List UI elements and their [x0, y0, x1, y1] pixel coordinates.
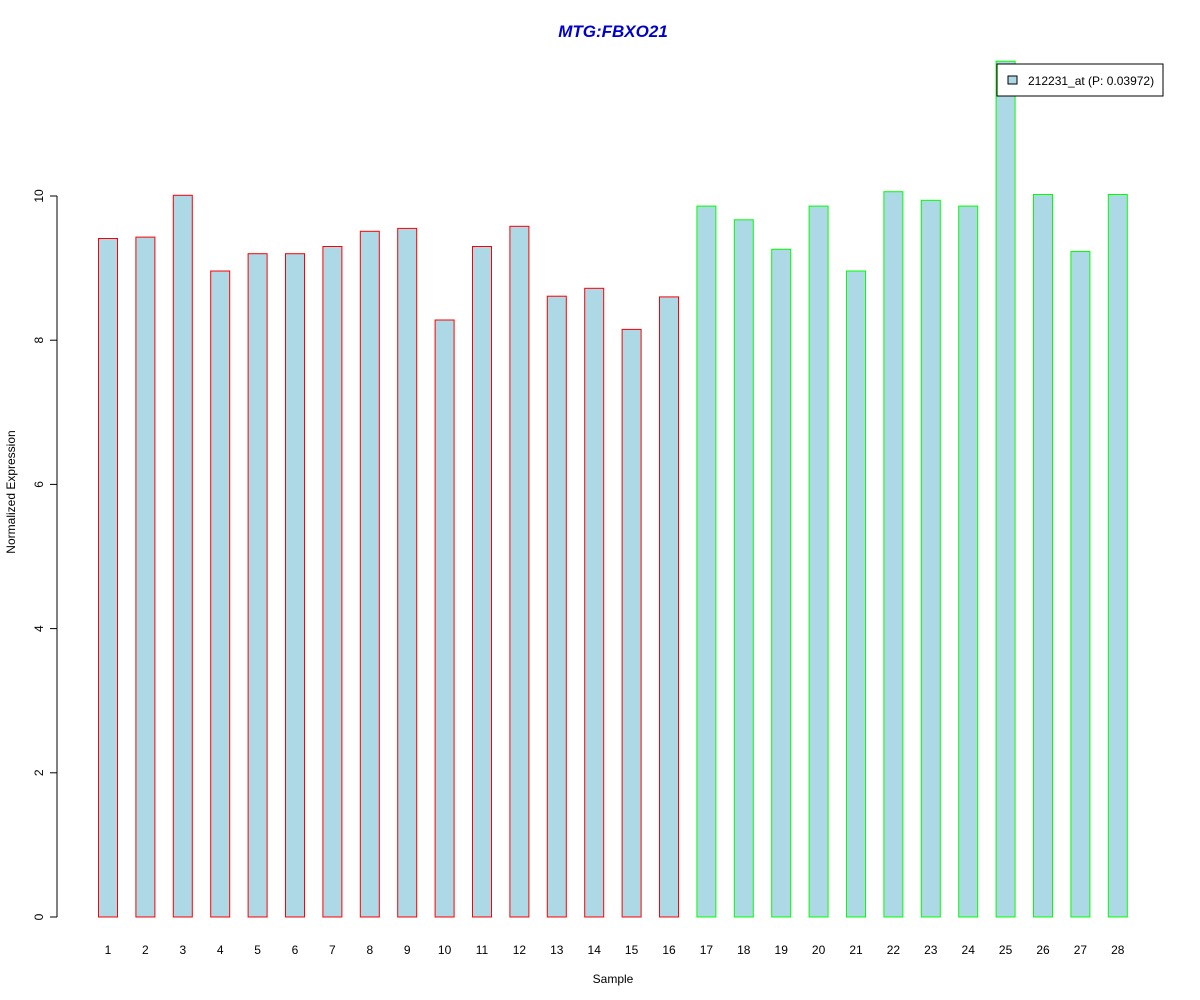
bar-sample-16 — [659, 296, 679, 918]
bar-sample-5 — [247, 253, 268, 918]
legend: 212231_at (P: 0.03972) — [996, 63, 1164, 97]
x-tick-label: 17 — [700, 943, 714, 957]
bar-sample-19 — [771, 248, 792, 918]
bars — [98, 60, 1128, 918]
y-tick-label: 8 — [32, 337, 46, 344]
x-tick-labels: 1 2 3 4 5 6 7 8 9 10 11 12 13 14 15 16 17 18 19 20 21 22 23 24 2… — [105, 943, 1125, 957]
x-tick-label: 8 — [366, 943, 373, 957]
x-tick-label: 28 — [1111, 943, 1125, 957]
y-tick-label: 2 — [32, 769, 46, 776]
x-tick-label: 26 — [1036, 943, 1050, 957]
y-tick-label: 10 — [32, 189, 46, 203]
bar-sample-24 — [958, 205, 979, 918]
x-tick-label: 20 — [812, 943, 826, 957]
bar-sample-10 — [434, 319, 455, 918]
x-tick-label: 10 — [438, 943, 452, 957]
bar-sample-15 — [621, 328, 642, 918]
legend-entry-label: 212231_at (P: 0.03972) — [1028, 74, 1154, 88]
x-tick-label: 15 — [625, 943, 639, 957]
bar-sample-3 — [172, 194, 193, 918]
x-tick-label: 24 — [962, 943, 976, 957]
bar-sample-1 — [98, 238, 118, 918]
x-axis-label: Sample — [593, 972, 634, 986]
bar-sample-27 — [1070, 251, 1091, 918]
y-tick-label: 0 — [32, 913, 46, 920]
bar-sample-11 — [472, 246, 492, 918]
y-tick-label: 6 — [32, 481, 46, 488]
x-tick-label: 22 — [887, 943, 901, 957]
x-tick-label: 25 — [999, 943, 1013, 957]
bar-sample-20 — [808, 205, 829, 918]
x-tick-label: 7 — [329, 943, 336, 957]
x-tick-label: 9 — [404, 943, 411, 957]
x-tick-label: 2 — [142, 943, 149, 957]
y-tick-label: 4 — [32, 625, 46, 632]
legend-swatch — [1007, 75, 1018, 85]
y-axis-label: Normalized Expression — [4, 430, 18, 553]
chart-title: MTG:FBXO21 — [558, 22, 668, 41]
x-tick-label: 1 — [105, 943, 112, 957]
bar-sample-28 — [1107, 194, 1128, 918]
bar-sample-6 — [285, 253, 305, 918]
legend-box — [996, 63, 1164, 97]
bar-sample-23 — [920, 199, 941, 918]
x-tick-label: 14 — [588, 943, 602, 957]
x-tick-label: 4 — [217, 943, 224, 957]
bar-sample-17 — [696, 205, 717, 918]
x-tick-label: 5 — [254, 943, 261, 957]
bar-sample-8 — [359, 230, 380, 918]
x-tick-label: 23 — [924, 943, 938, 957]
x-tick-label: 18 — [737, 943, 751, 957]
bar-sample-12 — [509, 225, 530, 918]
x-tick-label: 19 — [775, 943, 789, 957]
bar-sample-9 — [397, 227, 418, 918]
bar-sample-21 — [846, 270, 866, 918]
x-tick-label: 6 — [292, 943, 299, 957]
x-tick-label: 12 — [513, 943, 527, 957]
bar-sample-2 — [135, 236, 156, 918]
bar-sample-22 — [883, 191, 904, 918]
bar-sample-7 — [322, 246, 343, 918]
bar-sample-26 — [1033, 194, 1053, 918]
bar-sample-18 — [733, 219, 754, 918]
x-tick-label: 13 — [550, 943, 564, 957]
bar-sample-14 — [584, 287, 605, 918]
x-tick-label: 3 — [179, 943, 186, 957]
x-tick-label: 11 — [476, 943, 489, 957]
y-axis: 0 2 4 6 8 10 — [32, 189, 58, 920]
x-tick-label: 21 — [849, 943, 863, 957]
x-tick-label: 27 — [1074, 943, 1088, 957]
bar-sample-25 — [995, 60, 1016, 918]
bar-sample-4 — [210, 270, 231, 918]
bar-sample-13 — [546, 295, 567, 918]
x-tick-label: 16 — [662, 943, 676, 957]
